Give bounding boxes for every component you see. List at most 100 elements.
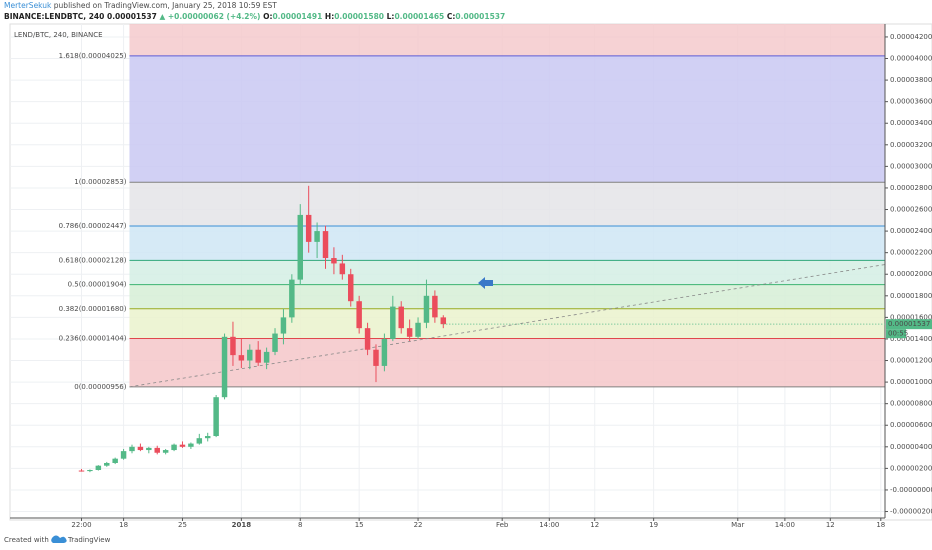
- footer-brand[interactable]: TradingView: [67, 536, 111, 544]
- x-tick-label: 14:00: [775, 521, 795, 529]
- candle-body: [112, 458, 118, 463]
- countdown-tag: [886, 329, 906, 339]
- plot: 1.618(0.00004025) 1(0.00002853) 0.786(0.00…: [10, 24, 932, 529]
- ohlc-value: 0.00001491: [272, 12, 322, 21]
- y-tick-label: 0.00001600: [890, 313, 932, 321]
- y-tick-label: 0.00002600: [890, 206, 932, 214]
- y-tick-label: 0.00000800: [890, 400, 932, 408]
- fib-band: [129, 284, 885, 309]
- candle-body: [390, 306, 396, 339]
- logo: [51, 535, 67, 543]
- change: ▲ +0.00000062 (+4.2%): [159, 12, 260, 21]
- ohlc-value: 0.00001580: [334, 12, 384, 21]
- candle-body: [440, 317, 447, 325]
- y-tick-label: 0.00000600: [890, 421, 932, 429]
- candle-body: [247, 349, 253, 361]
- x-tick-label: 12: [826, 521, 835, 529]
- candle-body: [381, 338, 388, 366]
- candle-body: [221, 336, 228, 398]
- ohlc-label: C:: [447, 12, 456, 21]
- y-tick-label: 0.00000200: [890, 464, 932, 472]
- y-tick-label: 0.00002800: [890, 184, 932, 192]
- candle-body: [331, 258, 337, 264]
- candle-body: [238, 355, 245, 361]
- candle-body: [230, 336, 236, 356]
- trendline: [129, 264, 886, 388]
- x-tick-label: 22:00: [71, 521, 91, 529]
- price: 0.00001537: [107, 12, 157, 21]
- x-tick-label: 8: [298, 521, 302, 529]
- header-line: MerterSekuk published on TradingView.com…: [4, 1, 277, 10]
- fib-band: [129, 260, 885, 285]
- candle-body: [356, 301, 362, 329]
- ohlc-label: H:: [325, 12, 334, 21]
- y-tick-label: 0.00003000: [890, 162, 932, 170]
- candle-body: [171, 444, 177, 451]
- fib-label: 0.786(0.00002447): [59, 222, 127, 230]
- candle-body: [95, 465, 102, 471]
- countdown-label: 00:55: [888, 330, 908, 338]
- x-tick-label: 12: [590, 521, 599, 529]
- candle-body: [432, 295, 438, 318]
- candle-body: [398, 306, 404, 329]
- fib-label: 1(0.00002853): [74, 178, 126, 186]
- published: published on TradingView.com, January 25…: [51, 1, 277, 10]
- fib-band: [129, 226, 885, 261]
- x-tick-label: Feb: [496, 521, 509, 529]
- candle-body: [146, 447, 152, 451]
- y-tick-label: 0.00003800: [890, 76, 932, 84]
- fib-band: [129, 338, 885, 387]
- candle-body: [289, 279, 295, 318]
- author[interactable]: MerterSekuk: [4, 1, 52, 10]
- y-tick-label: 0.00000400: [890, 443, 932, 451]
- x-tick-label: 18: [119, 521, 128, 529]
- candle-body: [423, 295, 430, 323]
- symbol: BINANCE:LENDBTC, 240: [4, 12, 104, 21]
- candle-body: [263, 351, 270, 363]
- candle-body: [129, 446, 135, 452]
- y-tick-label: 0.00004200: [890, 33, 932, 41]
- candle-body: [322, 231, 329, 259]
- candle-body: [204, 436, 211, 439]
- y-tick-label: -0.00000200: [890, 508, 932, 516]
- price-tag-label: 0.00001537: [888, 320, 930, 328]
- fib-band: [129, 182, 885, 227]
- footer-created: Created with: [4, 536, 49, 544]
- candle-body: [78, 470, 85, 472]
- x-tick-label: Mar: [731, 521, 744, 529]
- fib-band: [129, 24, 885, 56]
- candle-body: [196, 438, 203, 444]
- symbol-line: BINANCE:LENDBTC, 240 0.00001537 ▲ +0.000…: [4, 12, 505, 21]
- ohlc-value: 0.00001537: [455, 12, 505, 21]
- y-tick-label: 0.00002400: [890, 227, 932, 235]
- y-tick-label: 0.00003600: [890, 98, 932, 106]
- fib-label: 1.618(0.00004025): [59, 52, 127, 60]
- y-tick-label: 0.00004000: [890, 55, 932, 63]
- fib-label: 0.618(0.00002128): [59, 256, 127, 264]
- y-tick-label: 0.00001800: [890, 292, 932, 300]
- x-tick-label: 18: [876, 521, 885, 529]
- candle-body: [179, 444, 186, 447]
- price-tag: [886, 319, 932, 330]
- x-tick-label: 19: [649, 521, 658, 529]
- candle-body: [280, 317, 287, 334]
- candle-body: [104, 462, 110, 466]
- candle-body: [154, 447, 160, 453]
- fib-label: 0(0.00000956): [74, 383, 126, 391]
- candle-body: [305, 214, 312, 242]
- ohlc-label: L:: [387, 12, 395, 21]
- candle-body: [162, 450, 169, 453]
- candle-body: [406, 328, 413, 337]
- fib-label: 0.382(0.00001680): [59, 305, 127, 313]
- x-tick-label: 25: [178, 521, 187, 529]
- y-tick-label: 0.00002200: [890, 249, 932, 257]
- chart-title: LEND/BTC, 240, BINANCE: [14, 31, 103, 39]
- candle-body: [255, 349, 261, 363]
- y-tick-label: 0.00001400: [890, 335, 932, 343]
- fib-band: [129, 55, 885, 183]
- x-tick-label: 15: [355, 521, 364, 529]
- fib-band: [129, 308, 885, 339]
- ohlc-value: 0.00001465: [394, 12, 444, 21]
- candle-body: [415, 322, 421, 337]
